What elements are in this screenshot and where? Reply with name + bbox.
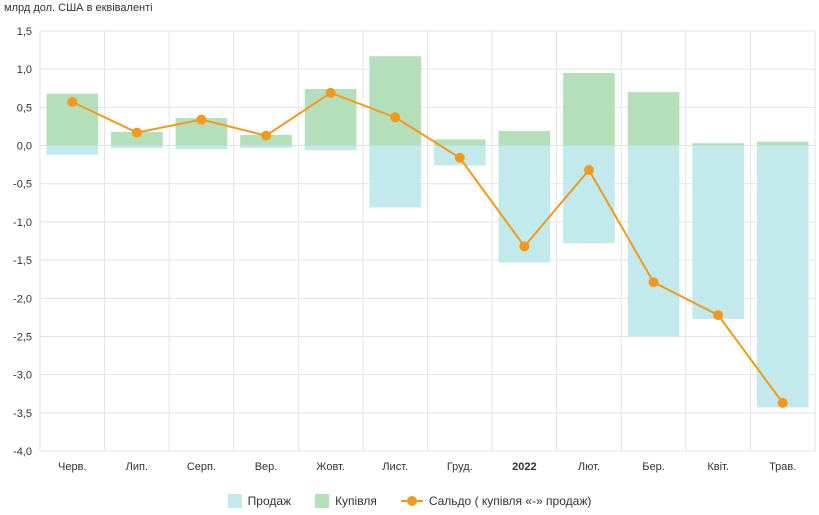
line-series — [67, 87, 788, 408]
legend-label-balance: Сальдо ( купівля «-» продаж) — [428, 494, 592, 508]
balance-point — [777, 397, 788, 408]
y-tick-label: 1,0 — [17, 64, 32, 76]
x-tick-label: Черв. — [58, 461, 86, 473]
legend: Продаж Купівля Сальдо ( купівля «-» прод… — [0, 491, 819, 511]
bar — [369, 145, 422, 208]
x-tick-label: Квіт. — [707, 461, 729, 473]
x-tick-label: Серп. — [187, 461, 216, 473]
balance-point — [261, 130, 272, 141]
balance-point — [325, 87, 336, 98]
balance-point — [67, 97, 78, 108]
y-tick-label: -1,5 — [13, 255, 32, 267]
legend-item-purchases[interactable]: Купівля — [315, 494, 377, 508]
bar — [563, 145, 615, 244]
bar — [756, 141, 809, 146]
y-tick-label: -4,0 — [13, 446, 32, 458]
bar — [46, 145, 99, 155]
y-tick-label: 0,0 — [17, 141, 32, 153]
bar — [692, 145, 744, 319]
x-tick-label: Жовт. — [316, 461, 345, 473]
chart-canvas: 1,5 1,0 0,5 0,0 -0,5 -1,0 -1,5 -2,0 -2,5 -3,0 -3,5… — [13, 26, 816, 473]
bar — [433, 139, 486, 146]
bar — [304, 145, 357, 151]
legend-label-purchases: Купівля — [335, 494, 377, 508]
bar — [111, 131, 163, 146]
balance-point — [583, 164, 594, 175]
x-tick-label: Вер. — [255, 461, 278, 473]
bar — [627, 92, 680, 146]
y-tick-label: -3,0 — [13, 370, 32, 382]
legend-swatch-balance — [400, 494, 423, 508]
balance-point — [454, 152, 465, 163]
balance-point — [196, 114, 207, 125]
balance-line — [71, 91, 784, 404]
bar — [111, 145, 163, 148]
legend-swatch-purchases — [315, 494, 330, 508]
bar — [175, 145, 228, 150]
x-tick-label: Трав. — [769, 461, 796, 473]
balance-point — [713, 310, 724, 321]
balance-point — [390, 112, 401, 123]
y-tick-label: -3,5 — [13, 408, 32, 420]
legend-swatch-sales — [227, 494, 242, 508]
bar-series — [46, 56, 809, 408]
x-tick-label: Груд. — [447, 461, 473, 473]
y-tick-label: -2,5 — [13, 331, 32, 343]
x-tick-label: Лют. — [578, 461, 600, 473]
x-tick-label: Лист. — [382, 461, 408, 473]
bar — [756, 145, 809, 408]
bar — [563, 73, 615, 146]
balance-point — [519, 241, 530, 252]
y-tick-label: -2,0 — [13, 293, 32, 305]
bar — [240, 145, 292, 148]
balance-point — [131, 127, 142, 138]
y-tick-label: 1,5 — [17, 26, 32, 38]
grid-lines — [39, 30, 816, 452]
x-tick-label: Лип. — [126, 461, 148, 473]
x-tick-label: 2022 — [512, 461, 536, 473]
y-tick-label: 0,5 — [17, 102, 32, 114]
balance-point — [648, 277, 659, 288]
bar — [369, 56, 422, 146]
legend-label-sales: Продаж — [247, 494, 292, 508]
y-tick-label: -1,0 — [13, 217, 32, 229]
axis-labels: 1,5 1,0 0,5 0,0 -0,5 -1,0 -1,5 -2,0 -2,5 -3,0 -3,5… — [13, 26, 796, 473]
bar — [627, 145, 680, 337]
bar — [498, 131, 551, 146]
x-tick-label: Бер. — [642, 461, 665, 473]
y-axis-unit-label: млрд дол. США в еквіваленті — [4, 2, 153, 14]
legend-item-balance[interactable]: Сальдо ( купівля «-» продаж) — [400, 494, 592, 508]
y-tick-label: -0,5 — [13, 179, 32, 191]
bar — [692, 143, 744, 146]
legend-item-sales[interactable]: Продаж — [227, 494, 292, 508]
